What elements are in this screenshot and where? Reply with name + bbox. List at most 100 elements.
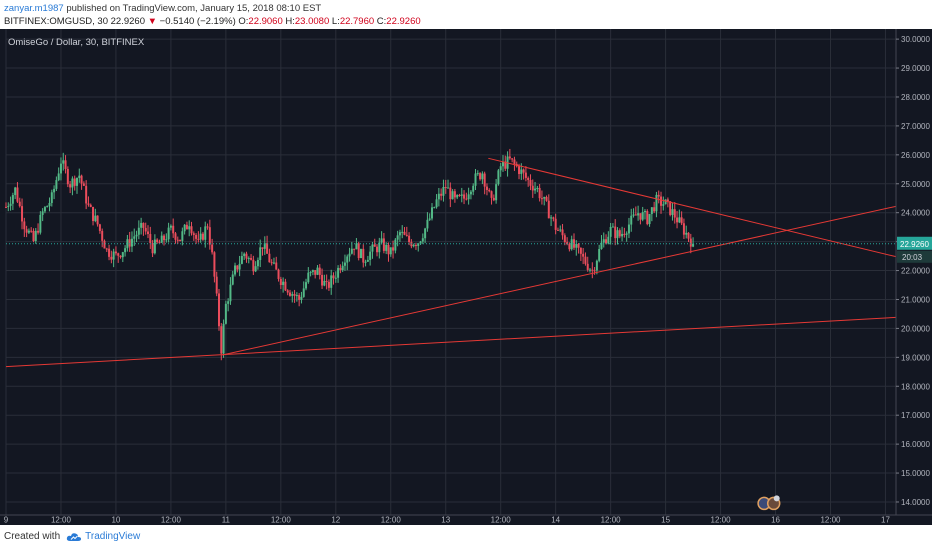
price-tick-label: 30.0000 xyxy=(901,35,930,44)
candle-body xyxy=(424,228,427,239)
candle-body xyxy=(474,173,477,186)
candle-body xyxy=(165,239,168,241)
candle-body xyxy=(291,294,294,296)
candle-body xyxy=(657,194,660,197)
candle-body xyxy=(144,227,147,232)
chart-area[interactable]: 30.0000 29.0000 28.0000 27.0000 26.0000 25.00… xyxy=(0,29,932,525)
axes: 30.0000 29.0000 28.0000 27.0000 26.0000 25.00… xyxy=(0,29,932,525)
candle-body xyxy=(570,239,573,250)
price-tick-label: 21.0000 xyxy=(901,295,930,304)
candle-body xyxy=(643,211,646,213)
event-badges[interactable] xyxy=(757,495,781,511)
candle-body xyxy=(339,267,342,271)
author-link[interactable]: zanyar.m1987 xyxy=(4,3,64,14)
candle-body xyxy=(37,230,40,233)
candle-body xyxy=(160,235,163,243)
candle-body xyxy=(305,282,308,289)
candle-body xyxy=(664,199,667,205)
high-value: 23.0080 xyxy=(294,16,330,27)
close-value: 22.9260 xyxy=(386,16,421,27)
candle-body xyxy=(135,234,138,237)
time-tick-label: 10 xyxy=(111,516,120,525)
candle-body xyxy=(472,185,475,192)
candle-body xyxy=(270,262,273,264)
candle-body xyxy=(298,295,301,300)
candle-body xyxy=(641,212,644,220)
candle-body xyxy=(586,263,589,270)
symbol-quote-line: BITFINEX:OMGUSD, 30 22.9260 ▼ −0.5140 (−… xyxy=(4,16,421,27)
candle-body xyxy=(341,265,344,271)
candle-body xyxy=(250,258,253,260)
created-with-label: Created with xyxy=(4,531,61,542)
time-tick-label: 12:00 xyxy=(491,516,512,525)
price-tick-label: 22.0000 xyxy=(901,267,930,276)
price-axis-background xyxy=(896,29,932,525)
candle-body xyxy=(453,191,456,198)
candle-body xyxy=(387,244,390,255)
candle-body xyxy=(637,213,640,216)
candle-body xyxy=(105,248,108,250)
candle-body xyxy=(639,213,642,220)
candle-body xyxy=(357,243,360,259)
candle-body xyxy=(169,225,172,228)
candle-body xyxy=(648,214,651,225)
candle-body xyxy=(247,258,250,260)
candle-body xyxy=(9,203,12,206)
candle-body xyxy=(538,187,541,199)
candle-body xyxy=(327,281,330,288)
candle-body xyxy=(163,235,166,241)
time-tick-label: 17 xyxy=(881,516,890,525)
candle-body xyxy=(463,194,466,199)
candle-body xyxy=(183,224,186,232)
candle-body xyxy=(73,178,76,186)
candle-body xyxy=(378,242,381,253)
candle-body xyxy=(110,256,113,260)
candle-body xyxy=(286,290,289,293)
candle-body xyxy=(589,269,592,271)
candle-body xyxy=(618,230,621,237)
candle-body xyxy=(623,233,626,235)
candle-body xyxy=(621,233,624,237)
candle-body xyxy=(330,275,333,288)
candle-body xyxy=(440,193,443,196)
candle-body xyxy=(577,243,580,248)
candle-body xyxy=(575,243,578,248)
candle-body xyxy=(62,160,65,164)
candle-body xyxy=(94,215,97,222)
candle-body xyxy=(467,194,470,200)
candle-body xyxy=(529,180,532,186)
candle-body xyxy=(396,235,399,240)
candle-body xyxy=(39,214,42,233)
candle-body xyxy=(414,244,417,246)
candle-body xyxy=(591,269,594,271)
candlestick-chart[interactable]: 30.0000 29.0000 28.0000 27.0000 26.0000 25.00… xyxy=(0,29,932,525)
candle-body xyxy=(561,229,564,236)
candle-body xyxy=(185,224,188,230)
candle-body xyxy=(311,270,314,272)
candle-body xyxy=(179,239,182,241)
candle-body xyxy=(566,242,569,245)
candle-body xyxy=(458,194,461,196)
candle-body xyxy=(59,163,62,174)
candle-body xyxy=(627,224,630,234)
candle-body xyxy=(524,172,527,178)
tradingview-brand[interactable]: TradingView xyxy=(66,531,140,542)
price-tick-label: 29.0000 xyxy=(901,64,930,73)
candle-body xyxy=(483,173,486,187)
candle-body xyxy=(625,233,628,235)
candle-body xyxy=(112,251,115,260)
candle-body xyxy=(192,233,195,235)
candle-body xyxy=(348,253,351,257)
candle-body xyxy=(405,234,408,236)
candle-body xyxy=(151,243,154,254)
candle-body xyxy=(272,262,275,264)
candle-body xyxy=(689,238,692,247)
candle-body xyxy=(293,294,296,296)
candle-body xyxy=(417,243,420,246)
time-tick-label: 14 xyxy=(551,516,560,525)
candle-body xyxy=(240,256,243,264)
candle-body xyxy=(513,159,516,164)
candle-body xyxy=(96,215,99,225)
candle-body xyxy=(284,281,287,291)
candle-body xyxy=(609,226,612,237)
